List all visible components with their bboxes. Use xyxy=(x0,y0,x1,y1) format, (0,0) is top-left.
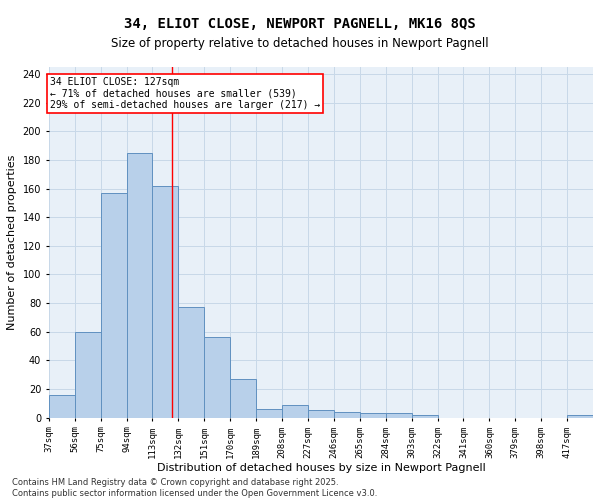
Text: 34, ELIOT CLOSE, NEWPORT PAGNELL, MK16 8QS: 34, ELIOT CLOSE, NEWPORT PAGNELL, MK16 8… xyxy=(124,18,476,32)
Bar xyxy=(101,193,127,418)
Text: 34 ELIOT CLOSE: 127sqm
← 71% of detached houses are smaller (539)
29% of semi-de: 34 ELIOT CLOSE: 127sqm ← 71% of detached… xyxy=(50,77,320,110)
Bar xyxy=(152,186,178,418)
Bar xyxy=(230,379,256,418)
X-axis label: Distribution of detached houses by size in Newport Pagnell: Distribution of detached houses by size … xyxy=(157,463,485,473)
Bar xyxy=(204,338,230,417)
Bar xyxy=(49,394,74,417)
Bar xyxy=(127,153,152,417)
Bar xyxy=(308,410,334,418)
Y-axis label: Number of detached properties: Number of detached properties xyxy=(7,154,17,330)
Text: Size of property relative to detached houses in Newport Pagnell: Size of property relative to detached ho… xyxy=(111,38,489,51)
Bar xyxy=(334,412,360,418)
Bar xyxy=(256,409,282,418)
Bar xyxy=(282,404,308,417)
Bar xyxy=(567,414,593,418)
Bar xyxy=(412,414,437,418)
Bar xyxy=(386,414,412,418)
Text: Contains HM Land Registry data © Crown copyright and database right 2025.
Contai: Contains HM Land Registry data © Crown c… xyxy=(12,478,377,498)
Bar xyxy=(74,332,101,418)
Bar xyxy=(178,308,204,418)
Bar xyxy=(360,414,386,418)
